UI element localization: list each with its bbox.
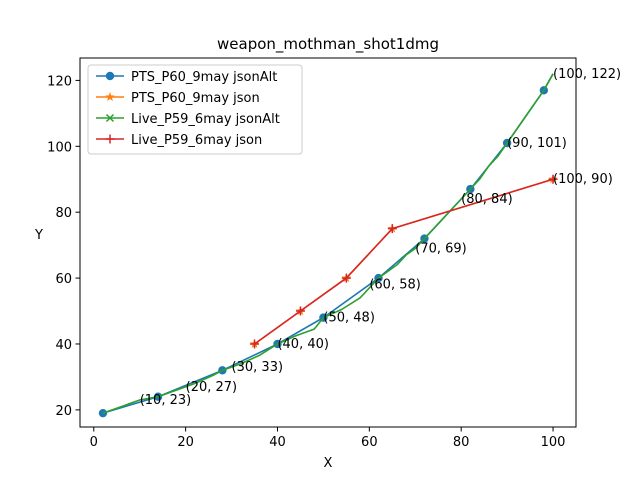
x-tick-label: 0	[90, 435, 98, 450]
legend-marker	[105, 71, 115, 81]
legend-label: PTS_P60_9may json	[131, 91, 260, 106]
plot-frame	[79, 57, 577, 428]
legend-entry: PTS_P60_9may jsonAlt	[96, 70, 277, 85]
x-tick-label: 100	[541, 435, 566, 450]
annotation-layer: (10, 23)(20, 27) (30, 33) (40, 40) (50, 48)…	[140, 67, 621, 408]
series-4	[250, 174, 558, 349]
y-tick-label: 40	[55, 338, 72, 353]
legend-marker	[105, 92, 115, 102]
series-layer	[98, 73, 558, 418]
data-point	[548, 174, 558, 184]
series-3	[102, 73, 554, 414]
y-tick-label: 60	[55, 272, 72, 287]
data-label: (100, 122)	[553, 67, 621, 82]
legend-label: Live_P59_6may json	[131, 133, 262, 148]
legend-entry: Live_P59_6may json	[96, 133, 262, 148]
legend-label: PTS_P60_9may jsonAlt	[131, 70, 277, 85]
legend-box	[87, 64, 303, 155]
data-label: (50, 48)	[323, 311, 375, 326]
data-label: (100, 90)	[553, 172, 613, 187]
data-point	[387, 224, 397, 234]
x-tick-label: 80	[453, 435, 470, 450]
y-tick-label: 80	[55, 206, 72, 221]
data-label: (10, 23)	[140, 393, 192, 408]
y-tick-label: 20	[55, 404, 72, 419]
data-label: (60, 58)	[369, 278, 421, 293]
y-tick-label: 100	[47, 140, 72, 155]
legend-label: Live_P59_6may jsonAlt	[131, 112, 280, 127]
data-point	[295, 306, 305, 316]
data-point	[341, 273, 351, 283]
x-tick-label: 20	[177, 435, 194, 450]
legend: PTS_P60_9may jsonAlt PTS_P60_9may json Liv…	[87, 64, 303, 155]
data-label: (90, 101)	[507, 136, 567, 151]
legend-marker	[105, 113, 115, 123]
data-point	[250, 339, 260, 349]
legend-marker	[105, 134, 115, 144]
data-label: (80, 84)	[461, 192, 513, 207]
axes-layer: 0 20 40 60 80 100 20 40 60 80 100 120	[47, 57, 577, 450]
x-tick-label: 40	[269, 435, 286, 450]
x-axis-label: X	[324, 456, 333, 471]
data-label: (70, 69)	[415, 241, 467, 256]
data-label: (40, 40)	[277, 337, 329, 352]
data-label: (20, 27)	[186, 380, 238, 395]
data-label: (30, 33)	[232, 360, 283, 375]
chart-title: weapon_mothman_shot1dmg	[217, 35, 439, 54]
series-line	[102, 73, 554, 414]
y-tick-label: 120	[47, 74, 72, 89]
x-tick-label: 60	[361, 435, 378, 450]
legend-entry: PTS_P60_9may json	[96, 91, 260, 106]
legend-entry: Live_P59_6may jsonAlt	[96, 112, 280, 127]
y-axis-label: Y	[34, 228, 43, 243]
